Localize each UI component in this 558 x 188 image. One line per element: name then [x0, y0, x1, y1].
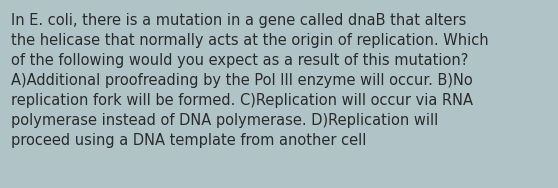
- Text: In E. coli, there is a mutation in a gene called dnaB that alters
the helicase t: In E. coli, there is a mutation in a gen…: [11, 13, 489, 148]
